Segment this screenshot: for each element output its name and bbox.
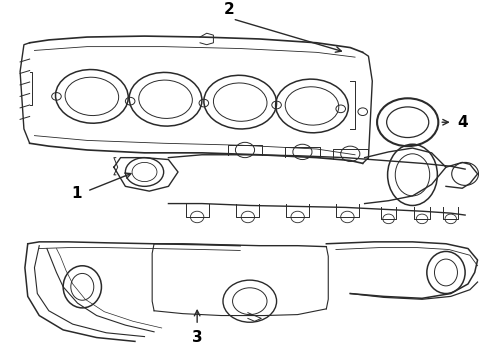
Text: 3: 3 (192, 330, 202, 345)
Text: 1: 1 (71, 185, 81, 201)
Text: 4: 4 (458, 115, 468, 130)
Text: 2: 2 (223, 2, 234, 17)
